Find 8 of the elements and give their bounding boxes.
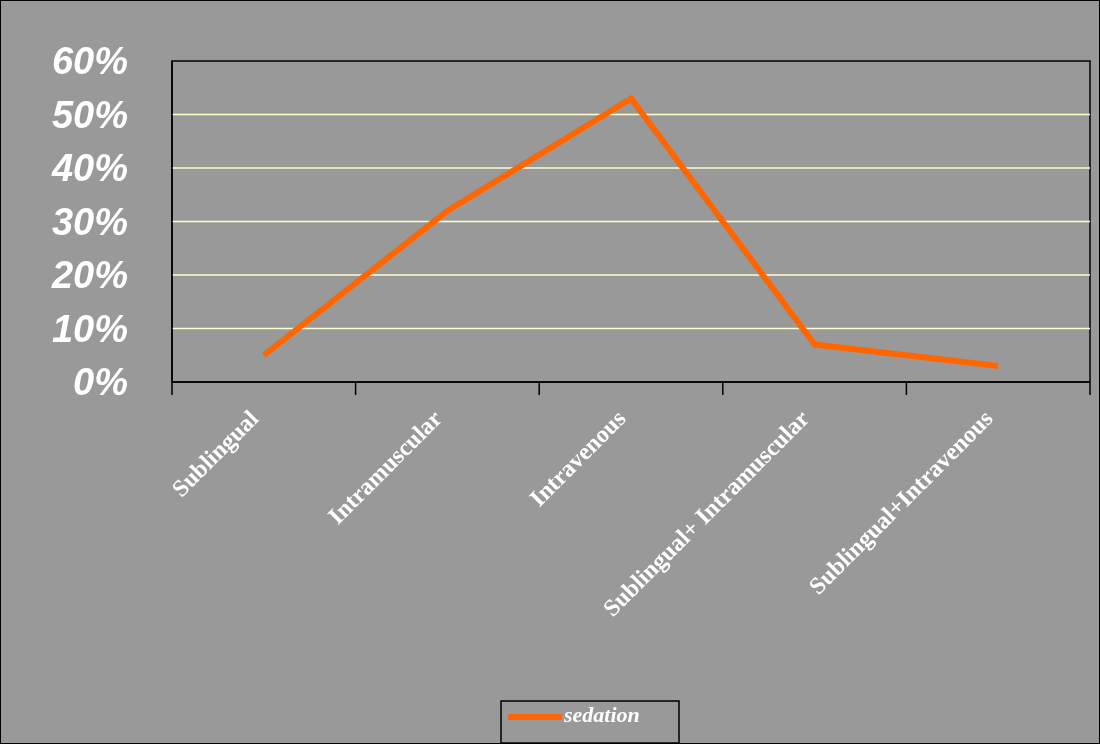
y-tick-label: 0% — [73, 361, 128, 404]
y-tick-label: 40% — [50, 147, 128, 190]
y-tick-label: 30% — [51, 200, 128, 243]
y-tick-label: 20% — [50, 254, 128, 297]
y-tick-label: 60% — [51, 40, 128, 83]
y-tick-label: 10% — [51, 307, 128, 350]
legend-label: sedation — [563, 702, 640, 727]
y-tick-label: 50% — [51, 93, 128, 136]
